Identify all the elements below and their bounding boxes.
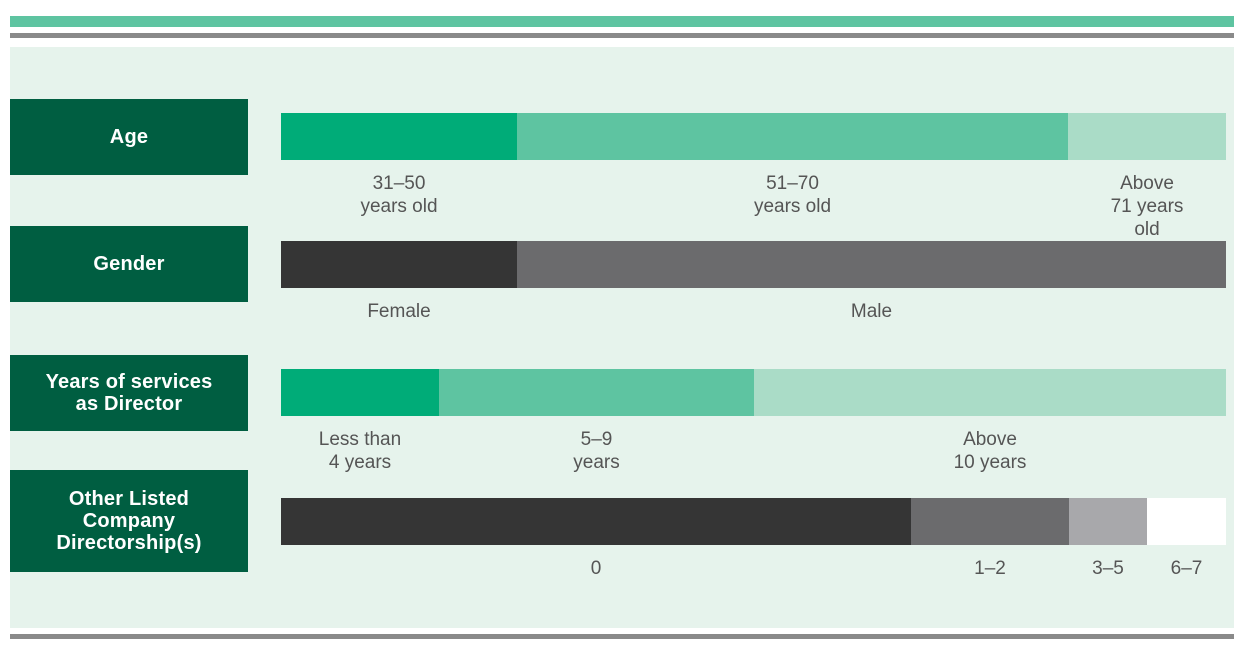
segment-label: 6–7 bbox=[1170, 558, 1203, 579]
bar-segment bbox=[517, 241, 1226, 288]
bar-segment bbox=[1068, 113, 1226, 160]
row-label-age: Age bbox=[10, 99, 248, 175]
segment-label: 5–9 years bbox=[573, 429, 620, 473]
row-label-years-of-service: Years of services as Director bbox=[10, 355, 248, 431]
segment-label: 51–70 years old bbox=[753, 173, 832, 217]
bar-segment bbox=[281, 241, 517, 288]
bar-segment bbox=[281, 369, 439, 416]
row-label-other-directorships: Other Listed Company Directorship(s) bbox=[10, 470, 248, 572]
segment-label: 3–5 bbox=[1092, 558, 1124, 579]
top-rule-green bbox=[10, 16, 1234, 27]
bar-segment bbox=[1069, 498, 1147, 545]
bar-segment bbox=[517, 113, 1068, 160]
segment-label: 0 bbox=[590, 558, 602, 579]
bar-segment bbox=[281, 113, 517, 160]
bar-age bbox=[281, 113, 1226, 160]
bar-years-of-service bbox=[281, 369, 1226, 416]
segment-label: 31–50 years old bbox=[360, 173, 438, 217]
bar-segment bbox=[754, 369, 1226, 416]
bar-other-directorships bbox=[281, 498, 1226, 545]
top-rule-grey bbox=[10, 33, 1234, 38]
segment-label: Less than 4 years bbox=[318, 429, 402, 473]
bar-gender bbox=[281, 241, 1226, 288]
segment-label: 1–2 bbox=[974, 558, 1006, 579]
segment-label: Male bbox=[850, 301, 893, 322]
row-label-gender: Gender bbox=[10, 226, 248, 302]
bar-segment bbox=[281, 498, 911, 545]
bar-segment bbox=[911, 498, 1069, 545]
segment-label: Above 71 years old bbox=[1110, 173, 1184, 240]
bottom-rule-grey bbox=[10, 634, 1234, 639]
segment-label: Above 10 years bbox=[953, 429, 1027, 473]
bar-segment bbox=[1147, 498, 1226, 545]
segment-label: Female bbox=[367, 301, 431, 322]
bar-segment bbox=[439, 369, 754, 416]
